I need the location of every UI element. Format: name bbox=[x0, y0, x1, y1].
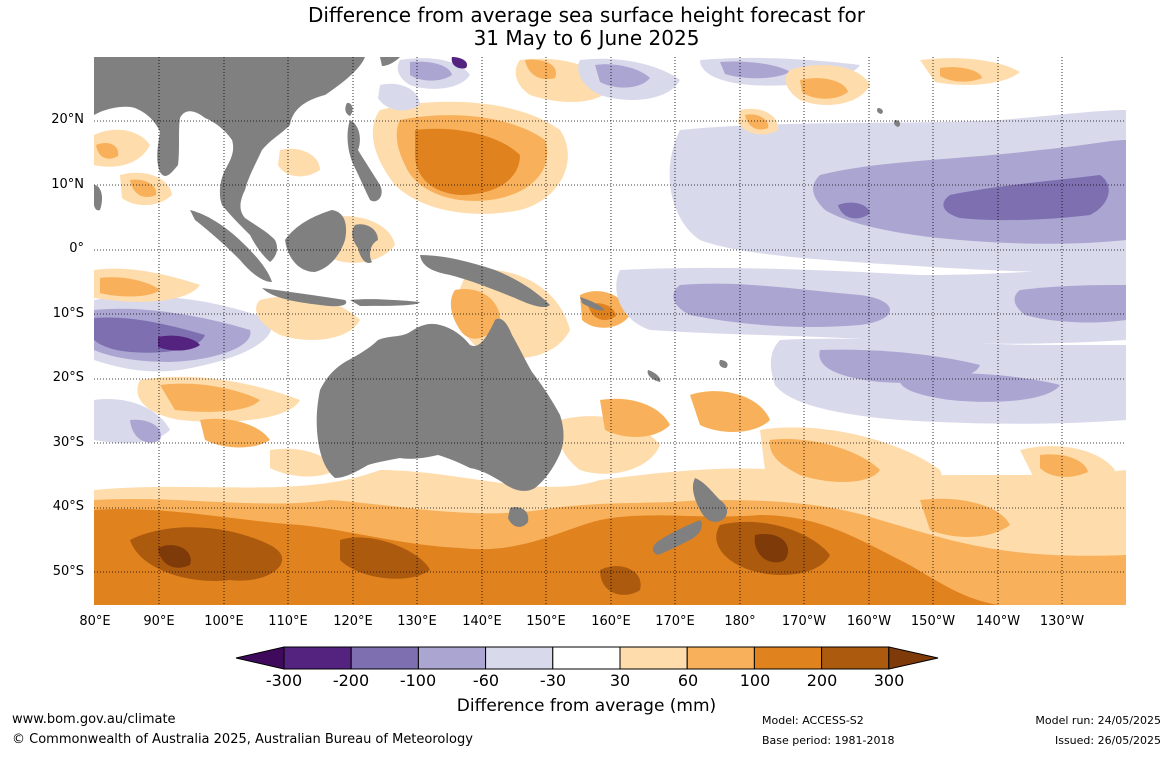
colorbar-tick-label: -30 bbox=[539, 671, 567, 690]
model-text: Model: ACCESS-S2 bbox=[762, 714, 864, 727]
colorbar-tick-label: 100 bbox=[739, 671, 771, 690]
lon-label-130e: 130°E bbox=[397, 614, 437, 629]
lon-label-110e: 110°E bbox=[268, 614, 308, 629]
lon-label-130w: 130°W bbox=[1039, 614, 1085, 629]
australia bbox=[316, 318, 564, 491]
colorbar-segment bbox=[753, 646, 823, 670]
lon-label-80e: 80°E bbox=[79, 614, 111, 629]
lon-label-150w: 150°W bbox=[910, 614, 956, 629]
map-title-line2: 31 May to 6 June 2025 bbox=[473, 26, 700, 50]
lon-label-150e: 150°E bbox=[526, 614, 566, 629]
colorbar-segment bbox=[686, 646, 755, 670]
colorbar-segment bbox=[283, 646, 352, 670]
sea-surface-height-map bbox=[94, 57, 1126, 605]
colorbar-tick-label: 30 bbox=[609, 671, 631, 690]
colorbar-tick-label: -300 bbox=[265, 671, 303, 690]
land-masses bbox=[94, 57, 901, 555]
sulawesi bbox=[352, 224, 378, 264]
lon-label-140w: 140°W bbox=[975, 614, 1021, 629]
website-link[interactable]: www.bom.gov.au/climate bbox=[12, 712, 176, 727]
lat-label-50s: 50°S bbox=[52, 564, 84, 579]
anomaly-patches bbox=[94, 57, 1126, 605]
colorbar-segment bbox=[417, 646, 487, 670]
lat-label-0: 0° bbox=[69, 241, 84, 256]
lon-label-180: 180° bbox=[724, 614, 756, 629]
new-zealand-south bbox=[652, 520, 702, 555]
colorbar-title: Difference from average (mm) bbox=[456, 696, 717, 716]
new-zealand-north bbox=[692, 478, 728, 522]
model-run-text: Model run: 24/05/2025 bbox=[1035, 714, 1161, 727]
colorbar-segment bbox=[485, 646, 554, 670]
colorbar-tick-label: -60 bbox=[472, 671, 500, 690]
lon-label-120e: 120°E bbox=[333, 614, 373, 629]
lon-label-90e: 90°E bbox=[143, 614, 175, 629]
tasmania bbox=[508, 507, 529, 527]
sumatra bbox=[190, 210, 272, 282]
colorbar-extend-min bbox=[235, 646, 285, 670]
borneo bbox=[285, 210, 347, 272]
issued-text: Issued: 26/05/2025 bbox=[1054, 734, 1161, 747]
lat-label-30s: 30°S bbox=[52, 435, 84, 450]
lat-label-10s: 10°S bbox=[52, 306, 84, 321]
gridlines bbox=[94, 57, 1126, 605]
colorbar-segment bbox=[350, 646, 419, 670]
lon-label-160e: 160°E bbox=[591, 614, 631, 629]
copyright-text: © Commonwealth of Australia 2025, Austra… bbox=[12, 732, 473, 747]
colorbar-tick-label: 200 bbox=[806, 671, 838, 690]
lat-label-10n: 10°N bbox=[51, 177, 84, 192]
philippines bbox=[347, 120, 382, 202]
sri-lanka bbox=[94, 185, 103, 211]
lat-label-40s: 40°S bbox=[52, 499, 84, 514]
new-guinea bbox=[420, 255, 550, 308]
colorbar-segment bbox=[552, 646, 621, 670]
lon-label-170w: 170°W bbox=[781, 614, 827, 629]
base-period-text: Base period: 1981-2018 bbox=[762, 734, 895, 747]
taiwan bbox=[345, 102, 353, 116]
map-title-line1: Difference from average sea surface heig… bbox=[307, 3, 866, 27]
lon-label-160w: 160°W bbox=[846, 614, 892, 629]
colorbar-tick-label: -200 bbox=[332, 671, 370, 690]
colorbar-extend-max bbox=[888, 646, 939, 670]
lat-label-20n: 20°N bbox=[51, 112, 84, 127]
colorbar-tick-label: 60 bbox=[677, 671, 699, 690]
lat-label-20s: 20°S bbox=[52, 370, 84, 385]
colorbar-segment bbox=[821, 646, 890, 670]
java bbox=[262, 288, 347, 307]
asia-landmass bbox=[94, 57, 365, 262]
colorbar-tick-label: -100 bbox=[399, 671, 437, 690]
colorbar-tick-label: 300 bbox=[873, 671, 905, 690]
colorbar-segment bbox=[619, 646, 688, 670]
lon-label-140e: 140°E bbox=[462, 614, 502, 629]
map-title: Difference from average sea surface heig… bbox=[0, 4, 1173, 50]
lon-label-100e: 100°E bbox=[204, 614, 244, 629]
lon-label-170e: 170°E bbox=[655, 614, 695, 629]
